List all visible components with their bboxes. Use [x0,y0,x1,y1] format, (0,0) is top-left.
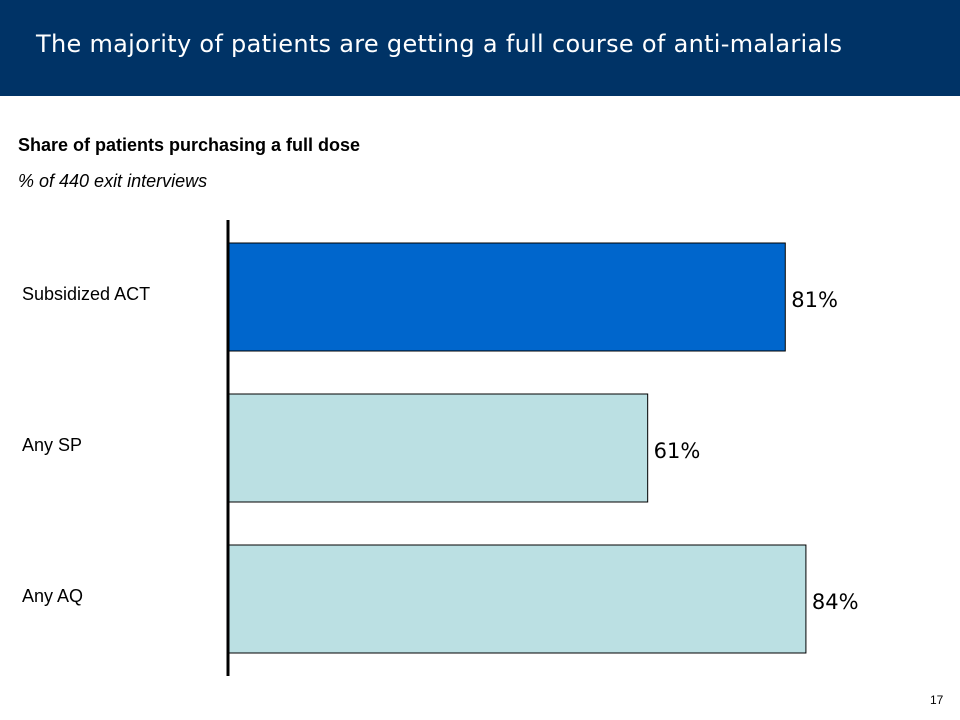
slide-title: The majority of patients are getting a f… [36,30,843,58]
chart-title: Share of patients purchasing a full dose [18,135,361,155]
bar-any-aq [227,544,807,654]
page-number: 17 [930,693,944,707]
value-label-any-aq: 84% [812,590,859,614]
category-label-any-sp: Any SP [22,435,82,455]
value-label-subsidized-act: 81% [791,288,838,312]
bar-chart: Subsidized ACT 81% Any SP 61% Any AQ 84% [22,220,859,676]
category-label-any-aq: Any AQ [22,586,83,606]
value-label-any-sp: 61% [654,439,701,463]
title-bar: The majority of patients are getting a f… [0,0,960,96]
bar-any-sp [227,393,649,503]
category-label-subsidized-act: Subsidized ACT [22,284,150,304]
bars-layer: Subsidized ACT 81% Any SP 61% Any AQ 84% [22,242,859,654]
bar-subsidized-act [227,242,786,352]
chart-subtitle: % of 440 exit interviews [18,171,208,191]
